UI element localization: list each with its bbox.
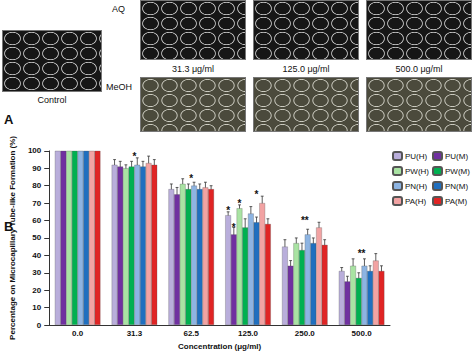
svg-text:100: 100: [28, 146, 42, 155]
svg-text:62.5: 62.5: [183, 329, 199, 338]
svg-text:PW(M): PW(M): [445, 167, 470, 176]
svg-text:40: 40: [32, 251, 41, 260]
svg-text:**: **: [358, 248, 366, 259]
svg-text:50: 50: [32, 233, 41, 242]
svg-text:PN(H): PN(H): [405, 182, 428, 191]
svg-text:60: 60: [32, 216, 41, 225]
svg-text:*: *: [238, 198, 242, 209]
svg-text:Percentage on Microcapillary T: Percentage on Microcapillary Tube-like F…: [8, 136, 17, 340]
svg-text:0.0: 0.0: [72, 329, 84, 338]
svg-text:125.0: 125.0: [238, 329, 259, 338]
svg-text:*: *: [255, 189, 259, 200]
svg-text:PA(H): PA(H): [405, 197, 427, 206]
svg-text:0: 0: [37, 321, 42, 330]
svg-text:90: 90: [32, 164, 41, 173]
svg-text:70: 70: [32, 199, 41, 208]
svg-text:*: *: [232, 222, 236, 233]
svg-text:PU(H): PU(H): [405, 152, 428, 161]
svg-text:*: *: [189, 173, 193, 184]
svg-text:31.3: 31.3: [127, 329, 143, 338]
svg-text:80: 80: [32, 181, 41, 190]
svg-text:PA(M): PA(M): [445, 197, 467, 206]
svg-text:PU(M): PU(M): [445, 152, 468, 161]
svg-text:PN(M): PN(M): [445, 182, 468, 191]
svg-text:*: *: [132, 151, 136, 162]
svg-text:Concentration (μg/ml): Concentration (μg/ml): [178, 342, 261, 351]
svg-text:30: 30: [32, 268, 41, 277]
svg-text:*: *: [226, 205, 230, 216]
svg-text:500.0: 500.0: [352, 329, 373, 338]
svg-text:**: **: [301, 215, 309, 226]
svg-text:PW(H): PW(H): [405, 167, 429, 176]
svg-text:250.0: 250.0: [295, 329, 316, 338]
svg-text:20: 20: [32, 286, 41, 295]
svg-text:10: 10: [32, 303, 41, 312]
